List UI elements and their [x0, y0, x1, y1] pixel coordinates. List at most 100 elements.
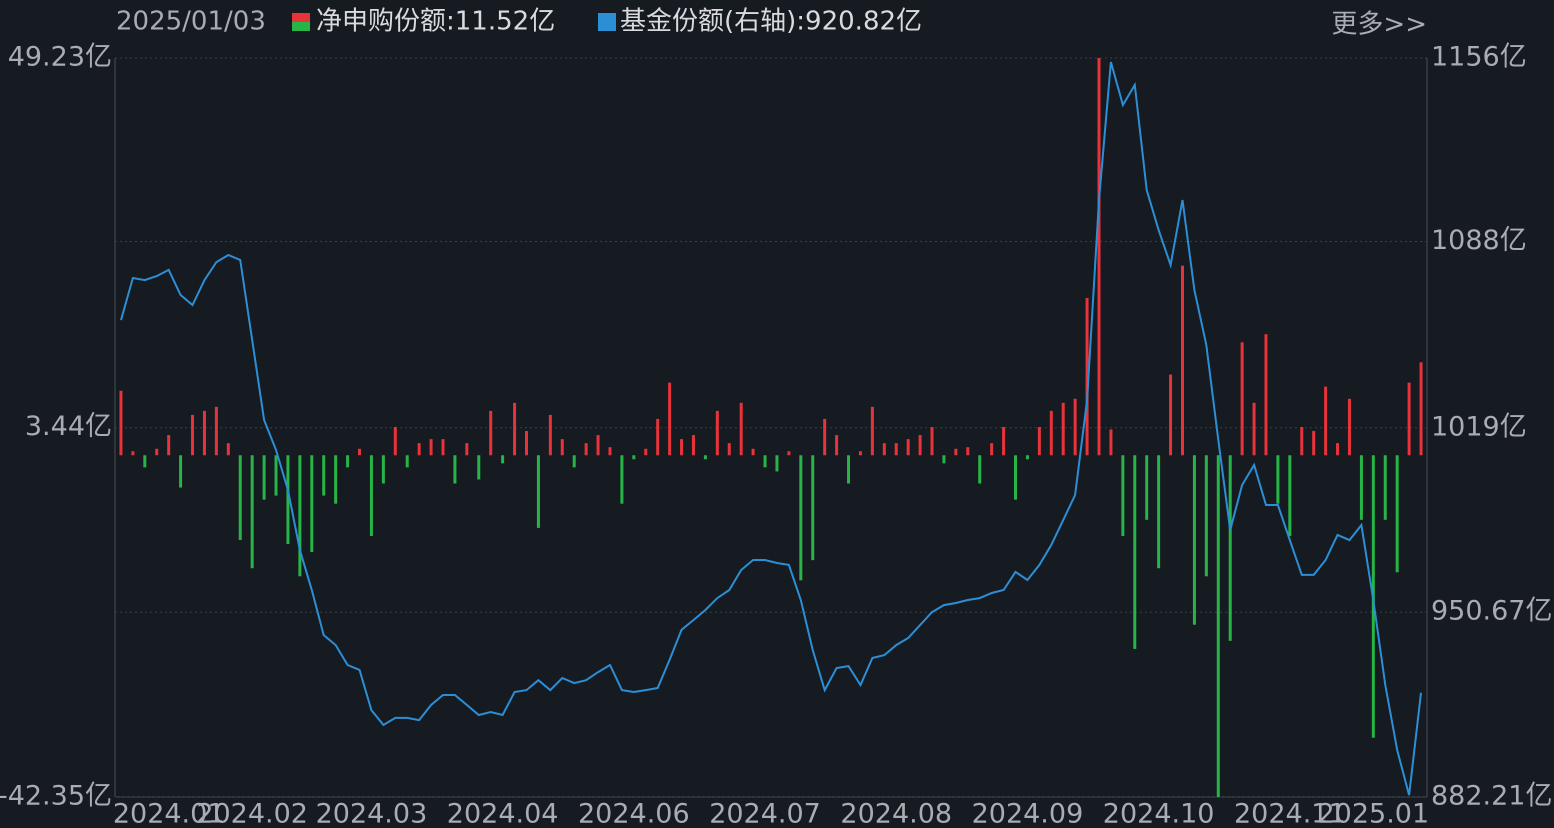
bar [1359, 455, 1363, 520]
y-tick-label: -42.35亿 [0, 781, 112, 812]
bar [835, 435, 839, 456]
x-tick-label: 2024.01 [113, 799, 225, 828]
bar [1037, 427, 1041, 456]
bar [226, 443, 230, 456]
bar [930, 427, 934, 456]
bar [131, 451, 135, 456]
bar [441, 439, 445, 456]
bar [167, 435, 171, 456]
bar [751, 448, 755, 456]
bar [858, 451, 862, 456]
bar [1204, 455, 1208, 577]
bar [1228, 455, 1232, 641]
bar [250, 455, 254, 569]
x-tick-label: 2024.09 [972, 799, 1084, 828]
legend-label: 基金份额(右轴):920.82亿 [620, 7, 922, 37]
bar [942, 455, 946, 464]
bar [1276, 455, 1280, 504]
legend-swatch [292, 22, 310, 31]
bar [238, 455, 242, 540]
bar [954, 448, 958, 456]
x-tick-label: 2024.03 [316, 799, 428, 828]
bar [966, 447, 970, 456]
x-tick-label: 2025.01 [1317, 799, 1429, 828]
y-tick-label: 3.44亿 [25, 411, 112, 442]
bar [572, 455, 576, 468]
y2-tick-label: 1019亿 [1431, 411, 1527, 442]
bar [1347, 398, 1351, 456]
bar [1109, 429, 1113, 456]
bar [632, 455, 636, 460]
date: 2025/01/03 [116, 7, 266, 37]
y2-tick-label: 1156亿 [1431, 42, 1527, 73]
bar [990, 443, 994, 456]
bar [656, 418, 660, 456]
bar [894, 443, 898, 456]
bar [501, 455, 505, 464]
bar [1240, 342, 1244, 456]
bar [787, 451, 791, 456]
bar [119, 390, 123, 456]
y2-tick-label: 1088亿 [1431, 225, 1527, 256]
bar [536, 455, 540, 528]
bar [799, 455, 803, 581]
bar [369, 455, 373, 536]
bar [393, 427, 397, 456]
bar [286, 455, 290, 545]
legend-label: 净申购份额:11.52亿 [316, 7, 555, 37]
bar [727, 443, 731, 456]
bar [1002, 427, 1006, 456]
bar [1192, 455, 1196, 625]
bar [513, 402, 517, 456]
bar [155, 448, 159, 456]
bar [1025, 455, 1029, 460]
bar [489, 410, 493, 456]
bar [548, 414, 552, 456]
bar [680, 439, 684, 456]
x-tick-label: 2024.02 [196, 799, 308, 828]
bar [1324, 386, 1328, 456]
bar [524, 431, 528, 456]
bar [1145, 455, 1149, 520]
bar [703, 455, 707, 460]
bar [906, 439, 910, 456]
bar [346, 455, 350, 468]
bar [870, 406, 874, 456]
bar [608, 447, 612, 456]
y2-tick-label: 882.21亿 [1431, 781, 1552, 812]
more-link[interactable]: 更多>> [1331, 10, 1427, 40]
bar [1157, 455, 1161, 569]
bar [1336, 443, 1340, 456]
bar [1014, 455, 1018, 500]
bar [715, 410, 719, 456]
x-tick-label: 2024.06 [578, 799, 690, 828]
bar [477, 455, 481, 480]
bar [1419, 362, 1423, 456]
bar [811, 455, 815, 561]
bar [191, 414, 195, 456]
bar [1407, 382, 1411, 456]
bar [322, 455, 326, 496]
bar [1300, 427, 1304, 456]
bar [882, 443, 886, 456]
bar [739, 402, 743, 456]
bar [202, 410, 206, 456]
bar [763, 455, 767, 468]
bar [668, 382, 672, 456]
x-tick-label: 2024.11 [1234, 799, 1346, 828]
bar [465, 443, 469, 456]
bar [847, 455, 851, 484]
bar [358, 448, 362, 456]
bar [1180, 265, 1184, 456]
bar [381, 455, 385, 484]
x-tick-label: 2024.04 [447, 799, 559, 828]
bar [1216, 455, 1220, 797]
bar [1121, 455, 1125, 536]
bar [644, 448, 648, 456]
bar [1312, 431, 1316, 456]
bar [584, 443, 588, 456]
bar [1097, 58, 1101, 456]
bar [298, 455, 302, 577]
